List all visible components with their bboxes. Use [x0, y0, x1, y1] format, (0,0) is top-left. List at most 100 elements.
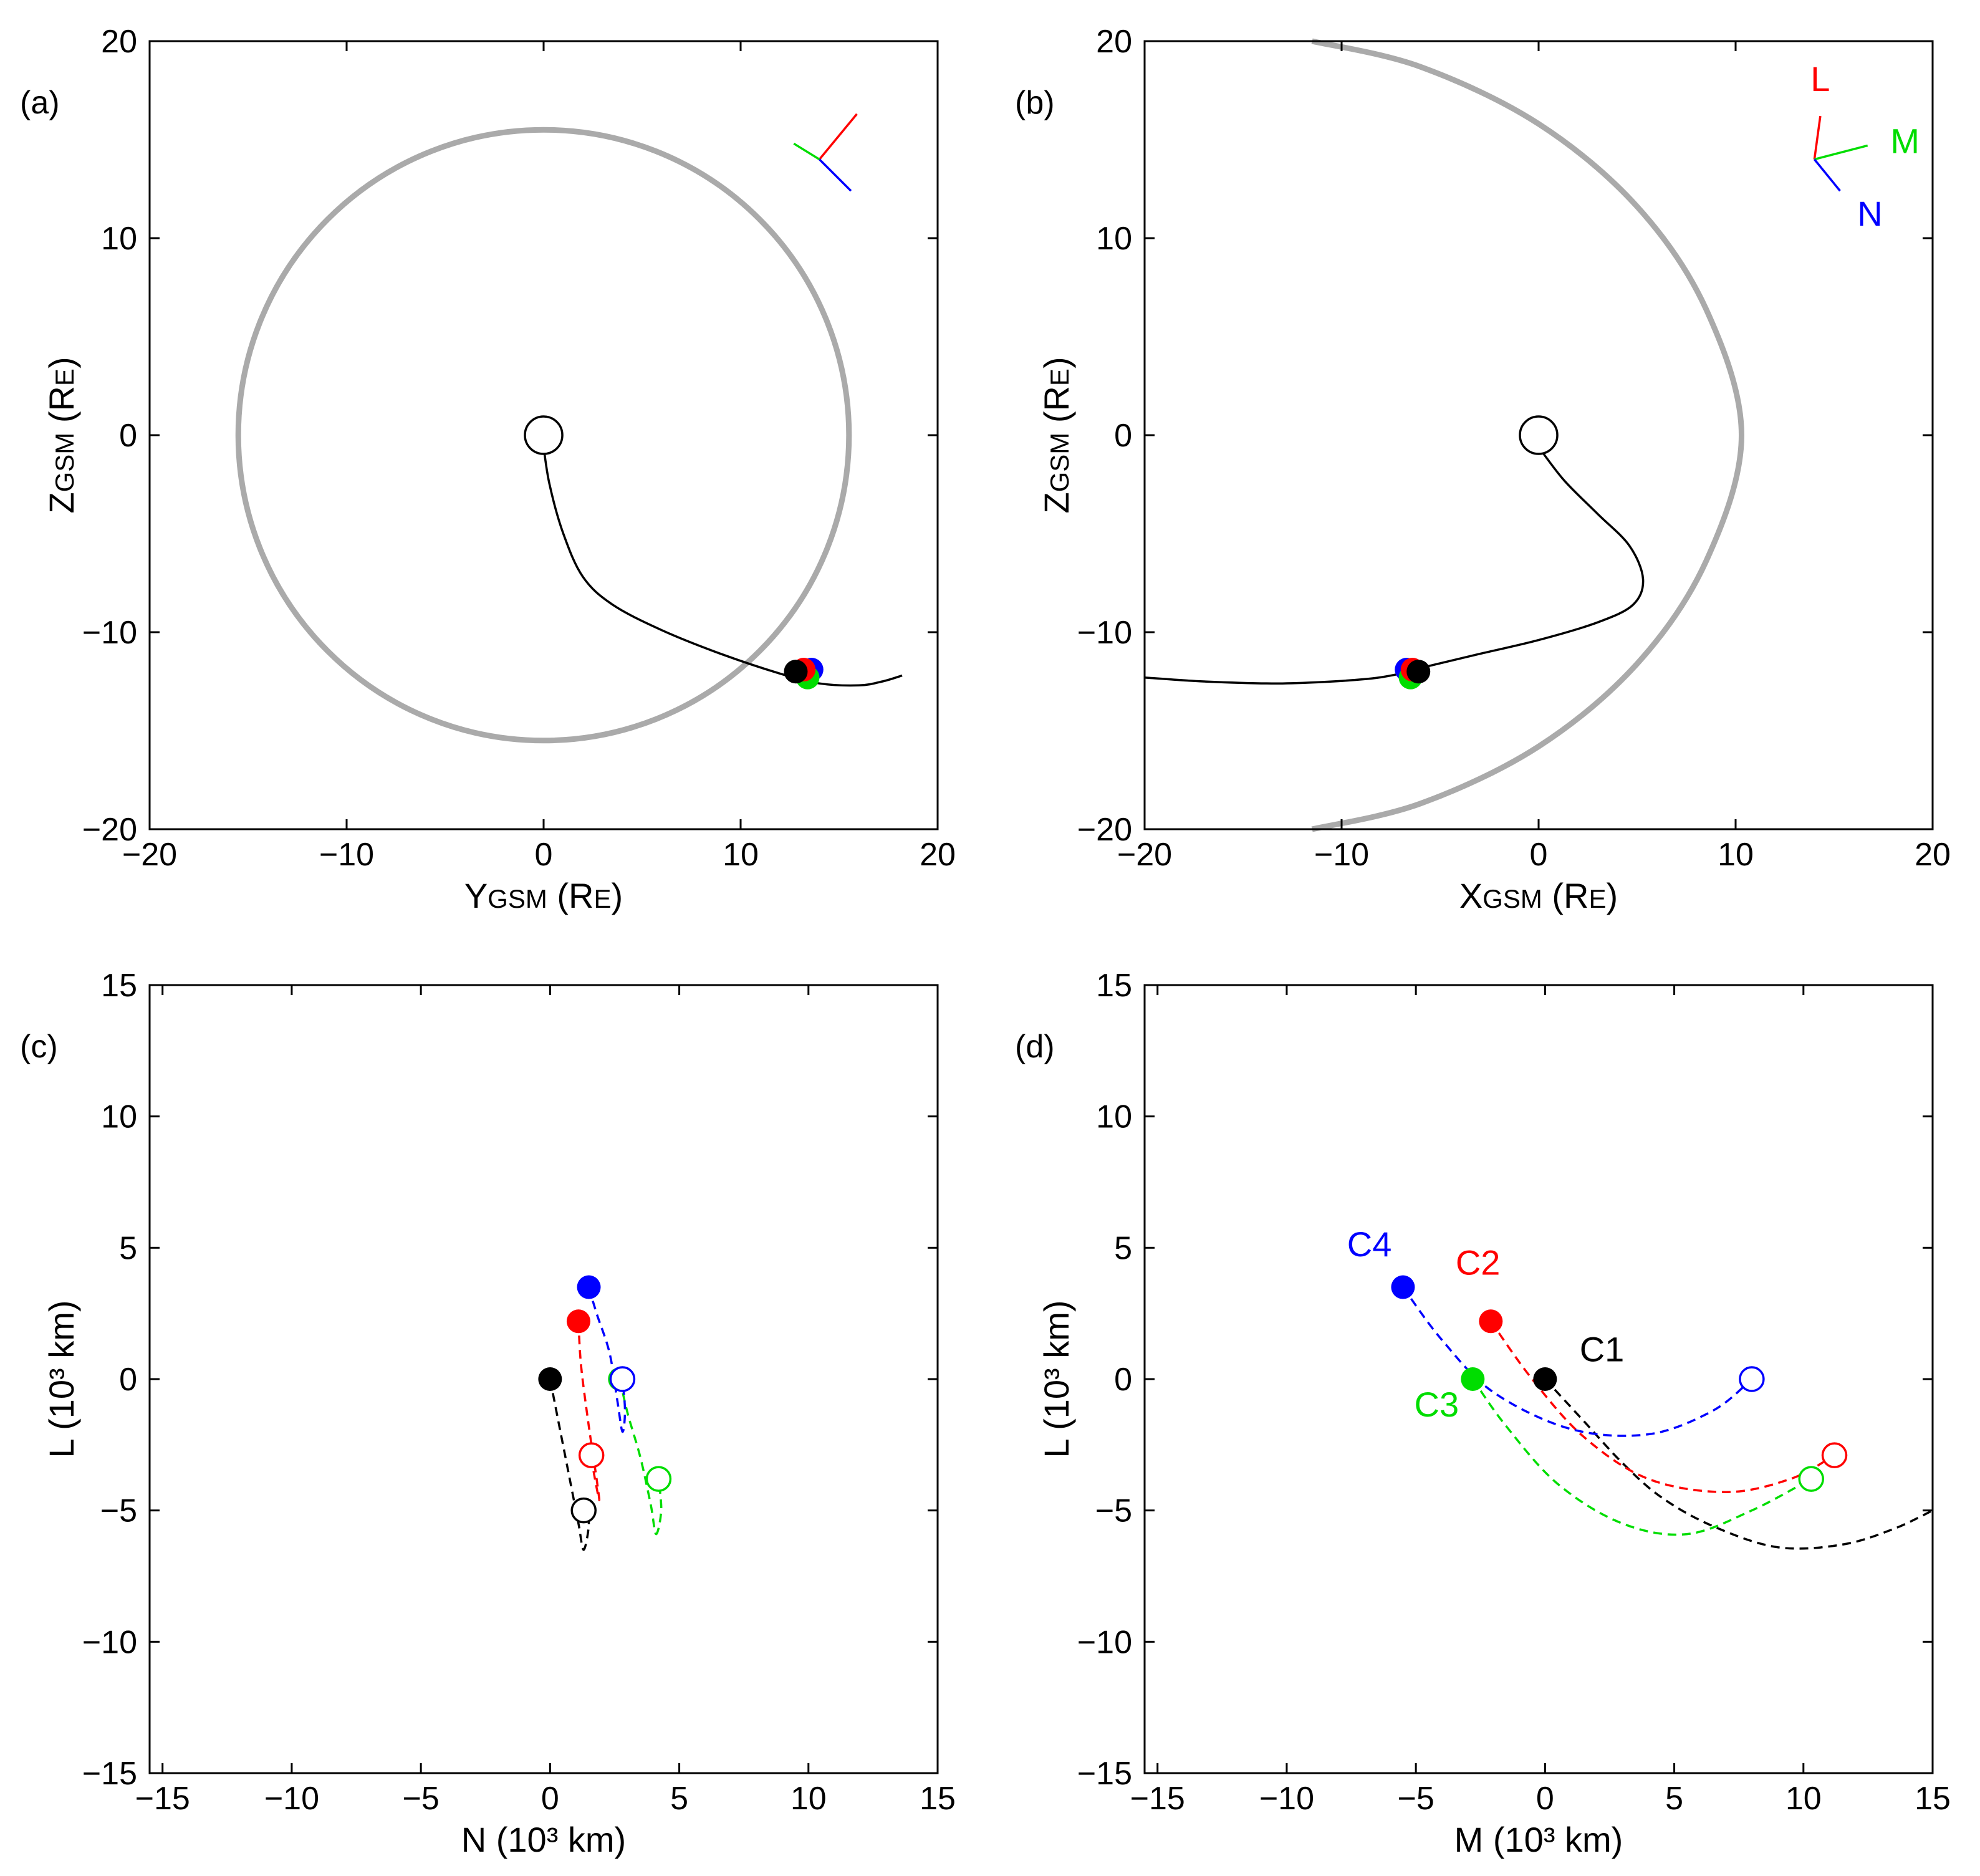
axis-label-part: ) — [612, 876, 623, 915]
panel-d: C1 C2 C3 C4 −15 −10 −5 0 5 10 15 −15 −10 −5 0 5 10 15 (d) M… — [1015, 968, 1951, 1859]
end-marker-c2 — [1821, 1442, 1848, 1468]
y-tick-label: 20 — [101, 24, 137, 60]
earth-marker — [1519, 415, 1559, 455]
start-marker-c1 — [1533, 1367, 1557, 1391]
y-tick-label: −10 — [1077, 615, 1132, 651]
track-c3 — [618, 1378, 663, 1536]
track-c1 — [549, 1378, 590, 1551]
axis-label-part: Z — [1037, 492, 1076, 513]
panel-label: (d) — [1015, 1029, 1055, 1065]
end-marker-c3 — [1798, 1466, 1824, 1492]
y-axis-label: ZGSM (RE) — [1037, 357, 1076, 513]
end-marker-c4 — [1739, 1366, 1765, 1392]
y-tick-label: 10 — [1096, 221, 1132, 257]
y-tick-label: 20 — [1096, 24, 1132, 60]
x-tick-label: 20 — [1915, 837, 1951, 873]
x-axis-label: N (10³ km) — [461, 1820, 626, 1859]
x-tick-label: −15 — [135, 1781, 190, 1817]
y-tick-label: −10 — [82, 615, 137, 651]
x-tick-label: −5 — [1397, 1781, 1434, 1817]
spacecraft-c1-marker — [784, 660, 808, 684]
y-tick-label: 5 — [1114, 1230, 1132, 1266]
x-tick-label: 5 — [1665, 1781, 1683, 1817]
axis-label-part: (R — [1037, 386, 1076, 433]
lmn-label-L: L — [1810, 59, 1830, 99]
y-tick-label: 5 — [119, 1230, 137, 1266]
series-label-c3: C3 — [1415, 1385, 1459, 1424]
track-c2 — [1489, 1320, 1835, 1493]
y-tick-label: −20 — [82, 812, 137, 848]
panel-label: (c) — [20, 1029, 58, 1065]
end-marker-c4 — [609, 1366, 636, 1392]
track-c2 — [577, 1321, 600, 1501]
x-tick-label: −10 — [1259, 1781, 1314, 1817]
y-axis-label: L (10³ km) — [1037, 1300, 1076, 1458]
x-tick-label: 0 — [541, 1781, 559, 1817]
magnetopause-boundary — [1311, 38, 1745, 832]
x-tick-label: 0 — [1530, 837, 1548, 873]
x-tick-label: −20 — [122, 837, 177, 873]
track-c3 — [1471, 1378, 1812, 1536]
x-tick-label: −15 — [1130, 1781, 1185, 1817]
magnetopause-boundary — [235, 127, 852, 744]
axis-label-part: N (10³ km) — [461, 1820, 626, 1859]
lmn-N-axis — [1814, 158, 1841, 192]
x-tick-label: 20 — [920, 837, 956, 873]
x-axis-label: M (10³ km) — [1454, 1820, 1623, 1859]
axis-label-part: (R — [547, 876, 594, 915]
axis-label-part: GSM — [1483, 884, 1542, 913]
axis-label-part: ) — [42, 357, 81, 368]
axis-label-part: Z — [42, 492, 81, 513]
y-tick-label: 0 — [119, 1362, 137, 1398]
earth-marker — [524, 415, 564, 455]
axis-label-part: E — [50, 368, 79, 386]
axis-label-part: Y — [464, 876, 488, 915]
panel-label: (a) — [20, 85, 60, 121]
lmn-L-axis — [819, 113, 858, 160]
start-marker-c2 — [566, 1309, 590, 1334]
spacecraft-c1-marker — [1406, 660, 1431, 684]
series-label-c2: C2 — [1456, 1243, 1501, 1282]
y-tick-label: −15 — [1077, 1756, 1132, 1792]
start-marker-c4 — [577, 1275, 601, 1299]
axis-label-part: GSM — [1045, 433, 1074, 493]
start-marker-c3 — [1461, 1367, 1485, 1391]
x-tick-label: −10 — [1314, 837, 1369, 873]
spacecraft-orbit — [1144, 446, 1645, 685]
y-tick-label: 15 — [101, 968, 137, 1004]
lmn-M-axis — [1814, 144, 1868, 161]
start-marker-c1 — [538, 1367, 562, 1391]
x-tick-label: 15 — [920, 1781, 956, 1817]
x-tick-label: 10 — [723, 837, 759, 873]
axis-label-part: X — [1459, 876, 1483, 915]
panel-c: −15 −10 −5 0 5 10 15 −15 −10 −5 0 5 10 15 (c) N (10³ km… — [20, 968, 956, 1859]
axis-label-part: E — [594, 884, 612, 913]
x-tick-label: −5 — [402, 1781, 439, 1817]
x-tick-label: 0 — [535, 837, 553, 873]
axis-label-part: GSM — [50, 433, 79, 493]
y-tick-label: 10 — [1096, 1099, 1132, 1135]
y-tick-label: −20 — [1077, 812, 1132, 848]
y-tick-label: 0 — [1114, 1362, 1132, 1398]
x-tick-label: 0 — [1536, 1781, 1554, 1817]
axis-label-part: L (10³ km) — [1037, 1300, 1076, 1458]
y-tick-label: 10 — [101, 1099, 137, 1135]
spacecraft-orbit — [542, 446, 903, 687]
x-tick-label: 10 — [1718, 837, 1754, 873]
series-label-c1: C1 — [1580, 1330, 1625, 1369]
x-tick-label: 5 — [670, 1781, 688, 1817]
y-tick-label: −10 — [82, 1624, 137, 1660]
y-tick-label: −10 — [1077, 1624, 1132, 1660]
track-c4 — [1401, 1286, 1753, 1437]
x-tick-label: −10 — [319, 837, 374, 873]
axis-label-part: ) — [1607, 876, 1618, 915]
axis-label-part: (R — [1542, 876, 1589, 915]
axis-label-part: M (10³ km) — [1454, 1820, 1623, 1859]
x-tick-label: −20 — [1117, 837, 1172, 873]
start-marker-c4 — [1391, 1275, 1415, 1299]
x-tick-label: 10 — [1785, 1781, 1822, 1817]
x-tick-label: 15 — [1915, 1781, 1951, 1817]
